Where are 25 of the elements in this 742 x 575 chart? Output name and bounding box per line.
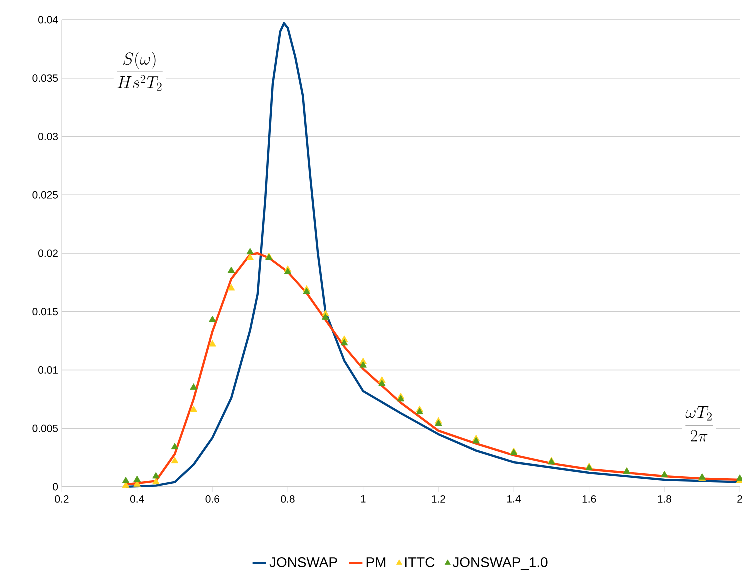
y-tick-label: 0.005	[32, 424, 58, 432]
legend-label: JONSWAP	[270, 557, 338, 568]
y-tick-label: 0.035	[32, 74, 58, 82]
x-tick-label: 1.4	[508, 496, 521, 503]
y-tick-label: 0	[53, 483, 58, 491]
y-tick-label: 0.02	[38, 250, 58, 258]
x-tick-label: 2	[738, 496, 742, 503]
y-tick-label: 0.015	[32, 308, 58, 316]
legend-label: JONSWAP_1.0	[452, 557, 548, 570]
x-tick-label: 1	[361, 496, 366, 503]
x-tick-label: 0.4	[130, 496, 144, 503]
x-tick-label: 1.8	[658, 496, 672, 503]
x-tick-label: 0.2	[55, 496, 69, 503]
legend-label: ITTC	[405, 557, 435, 568]
y-tick-label: 0.01	[38, 366, 58, 374]
y-tick-label: 0.025	[32, 191, 58, 199]
y-axis-title: $\frac{S(\omega)}{Hs^2T_2}$	[117, 52, 163, 91]
x-tick-label: 1.6	[582, 496, 596, 503]
x-tick-label: 1.2	[432, 496, 446, 503]
y-tick-label: 0.03	[38, 133, 58, 140]
legend-label: PM	[366, 558, 386, 568]
x-tick-label: 0.6	[206, 496, 220, 503]
y-tick-label: 0.04	[38, 16, 58, 24]
x-tick-label: 0.8	[281, 496, 295, 503]
x-axis-title: $\frac{\omega T_2}{2\pi}$	[686, 406, 713, 442]
